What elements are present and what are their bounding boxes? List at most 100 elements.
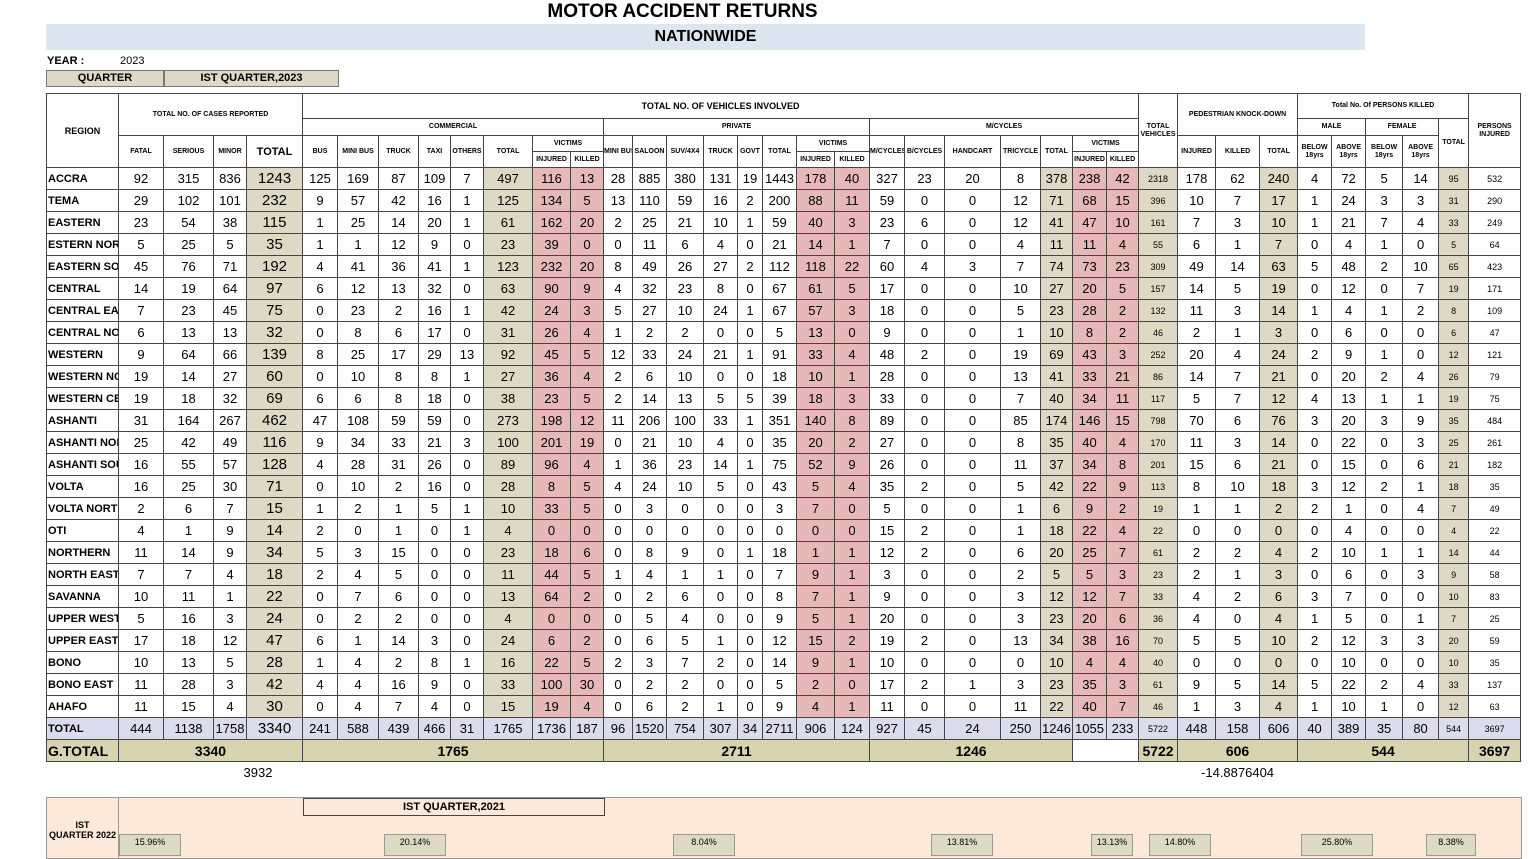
table-row: TOTAL 444 1138 1758 3340 241 588 439 466 31 1765 17… [46,717,1522,740]
cell: 1 [603,321,634,344]
cell: 47 [302,409,339,432]
cell: 14 [1259,431,1299,454]
cell: 158 [1215,717,1261,740]
region: OTI [46,519,119,542]
cell: 0 [904,695,946,718]
cell: 8 [302,343,339,366]
column-header: TRUCK [703,135,739,168]
cell: 0 [944,387,1002,410]
header: TOTAL NO. OF CASES REPORTED [117,93,304,136]
cell: 11 [869,695,906,718]
cell: 0 [1297,453,1333,476]
cell: 32 [213,387,247,410]
cell: 19 [532,695,572,718]
cell: 0 [1365,519,1404,542]
cell: 117 [1138,387,1179,410]
cell: 0 [603,629,634,652]
cell: 3 [1402,563,1440,586]
empty-cell [303,762,1139,784]
cell: 33 [796,343,836,366]
cell: 201 [1138,453,1179,476]
cell: 27 [869,431,906,454]
column-header: SUV/4X4 [666,135,705,168]
cell: 4 [1106,651,1140,674]
cell: 1 [737,409,764,432]
region: WESTERN [46,343,119,366]
cell: 24 [632,475,668,498]
cell: 0 [904,607,946,630]
cell: 26 [1438,365,1470,388]
cell: 23 [483,541,534,564]
cell: 14 [632,387,668,410]
cell: 5 [570,475,605,498]
cell: 0 [1402,695,1440,718]
percent: 8.38% [1426,834,1476,856]
column-header: INJURED [796,151,836,168]
cell: 0 [737,673,764,696]
header: TOTAL NO. OF VEHICLES INVOLVED [302,93,1140,119]
cell: 4 [1438,519,1470,542]
cell: 5 [1215,629,1261,652]
cell: 61 [483,211,534,234]
cell: 6 [337,387,380,410]
cell: 1 [1297,211,1333,234]
cell: 1 [302,651,339,674]
cell: 3 [1106,673,1140,696]
cell: 42 [378,189,420,212]
cell: 1765 [302,739,605,762]
percent: 8.04% [673,834,735,856]
cell: 35 [869,475,906,498]
cell: 2 [834,629,871,652]
cell: 7 [1106,541,1140,564]
cell: 0 [450,409,485,432]
cell: 8 [632,541,668,564]
cell: 29 [118,189,164,212]
cell: 1 [834,651,871,674]
cell: 75 [245,299,304,322]
region: WESTERN NO [46,365,119,388]
cell: 132 [1138,299,1179,322]
cell: 9 [869,321,906,344]
cell: 1520 [632,717,668,740]
cell: 41 [418,255,452,278]
cell: 34 [245,541,304,564]
cell: 1 [450,497,485,520]
cell: 134 [532,189,572,212]
header: PEDESTRIAN KNOCK-DOWN [1177,93,1299,136]
cell: 24 [483,629,534,652]
cell: 40 [1297,717,1333,740]
cell: 0 [1177,519,1217,542]
cell: 21 [1106,365,1140,388]
cell: 1 [302,497,339,520]
cell: 5 [302,541,339,564]
cell: 64 [1468,233,1522,256]
cell: 10 [1331,651,1367,674]
cell: 6 [1215,453,1261,476]
cell: 906 [796,717,836,740]
cell: 2 [632,585,668,608]
cell: 8 [762,585,798,608]
cell: 26 [532,321,572,344]
cell: 13 [213,321,247,344]
cell: 1 [1365,695,1404,718]
percent: 14.80% [1149,834,1211,856]
cell: 21 [1438,453,1470,476]
cell: 28 [603,167,634,190]
column-header: TOTAL [245,135,304,168]
cell: 71 [245,475,304,498]
cell: 125 [302,167,339,190]
cell: 100 [483,431,534,454]
cell: 1443 [762,167,798,190]
cell: 20 [1072,277,1108,300]
cell: 15 [1331,453,1367,476]
cell: 6 [302,387,339,410]
cell: 3 [869,563,906,586]
cell: 1 [1365,343,1404,366]
column-header: HANDCART [944,135,1002,168]
cell: 0 [904,387,946,410]
cell: 1 [1331,497,1367,520]
cell: 17 [1259,189,1299,212]
cell: 2 [632,321,668,344]
cell: 1 [1297,695,1333,718]
cell: 137 [1468,673,1522,696]
